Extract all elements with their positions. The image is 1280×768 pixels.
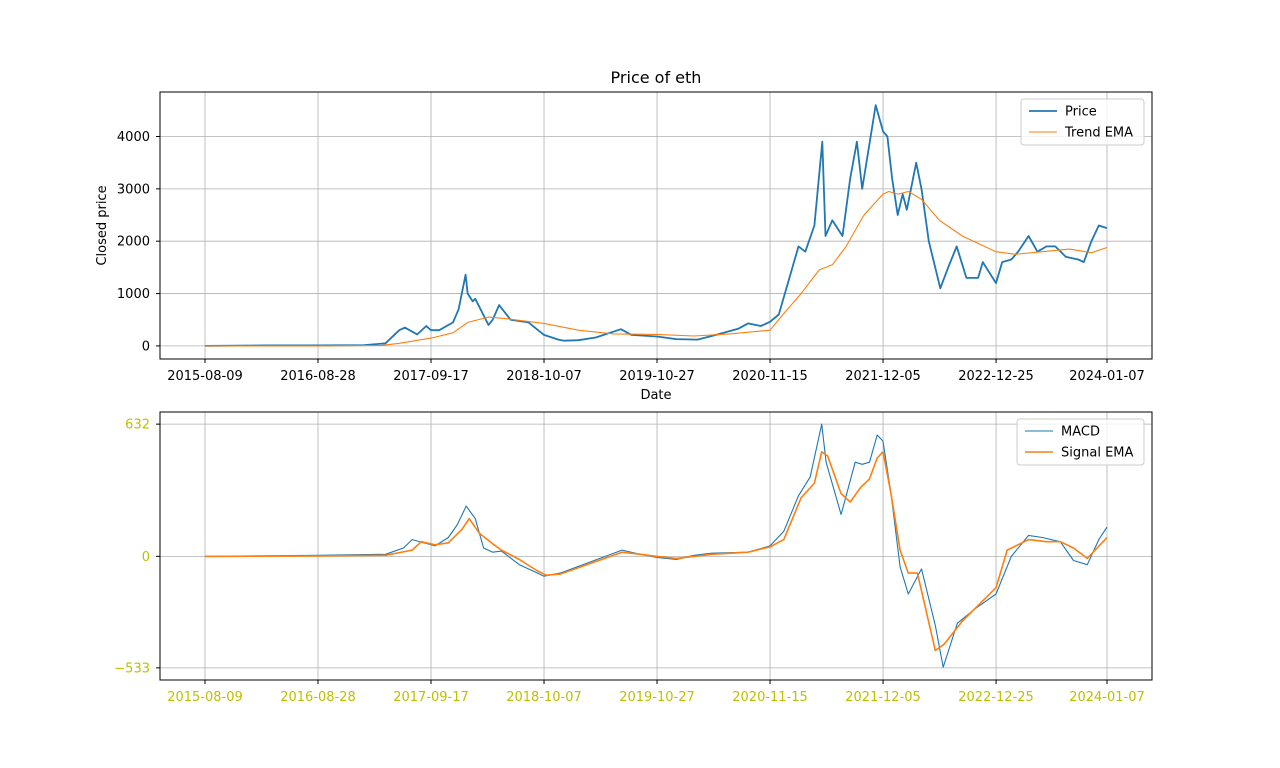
price-y-tick-label: 1000 [117, 287, 150, 302]
price-y-tick-label: 0 [142, 339, 150, 354]
price-x-axis-label: Date [640, 388, 671, 403]
macd-y-tick-label: 632 [125, 418, 150, 433]
price-y-tick-label: 2000 [117, 235, 150, 250]
macd-x-tick-label: 2019-10-27 [619, 690, 695, 705]
macd-axes-frame [159, 411, 1153, 681]
price-x-tick-label: 2022-12-25 [958, 369, 1034, 384]
macd-series-signal-ema [204, 450, 1108, 652]
macd-x-tick-label: 2017-09-17 [393, 690, 469, 705]
macd-x-tick-label: 2020-11-15 [732, 690, 808, 705]
price-x-tick-label: 2015-08-09 [167, 369, 243, 384]
price-axes-frame [159, 91, 1153, 360]
price-x-tick-label: 2021-12-05 [845, 369, 921, 384]
price-x-tick-label: 2017-09-17 [393, 369, 469, 384]
macd-x-tick-label: 2016-08-28 [280, 690, 356, 705]
price-x-tick-label: 2018-10-07 [506, 369, 582, 384]
price-chart: 2015-08-09 2016-08-28 2017-09-17 2018-10-07… [95, 68, 1153, 403]
macd-x-tick-label: 2024-01-07 [1069, 690, 1145, 705]
price-y-axis-label: Closed price [95, 185, 110, 265]
macd-y-tick-label: −533 [114, 661, 150, 676]
price-legend-label: Trend EMA [1064, 126, 1133, 141]
macd-x-tick-label: 2021-12-05 [845, 690, 921, 705]
price-y-tick-label: 3000 [117, 182, 150, 197]
price-x-tick-label: 2024-01-07 [1069, 369, 1145, 384]
price-x-tick-label: 2016-08-28 [280, 369, 356, 384]
macd-series-macd [204, 423, 1108, 668]
price-series-price [204, 104, 1108, 347]
price-x-tick-label: 2019-10-27 [619, 369, 695, 384]
price-legend-label: Price [1065, 105, 1097, 120]
macd-legend-label: MACD [1061, 425, 1100, 440]
price-y-tick-label: 4000 [117, 130, 150, 145]
macd-x-tick-label: 2022-12-25 [958, 690, 1034, 705]
macd-x-tick-label: 2018-10-07 [506, 690, 582, 705]
price-series-trend-ema [205, 190, 1108, 347]
price-x-tick-label: 2020-11-15 [732, 369, 808, 384]
macd-legend-label: Signal EMA [1061, 446, 1133, 461]
macd-y-tick-label: 0 [142, 550, 150, 565]
price-title: Price of eth [611, 68, 702, 87]
price-legend: Price Trend EMA [1020, 98, 1145, 146]
macd-legend: MACD Signal EMA [1016, 418, 1145, 466]
macd-x-tick-label: 2015-08-09 [167, 690, 243, 705]
macd-chart: 2015-08-09 2016-08-28 2017-09-17 2018-10-07… [114, 411, 1153, 705]
